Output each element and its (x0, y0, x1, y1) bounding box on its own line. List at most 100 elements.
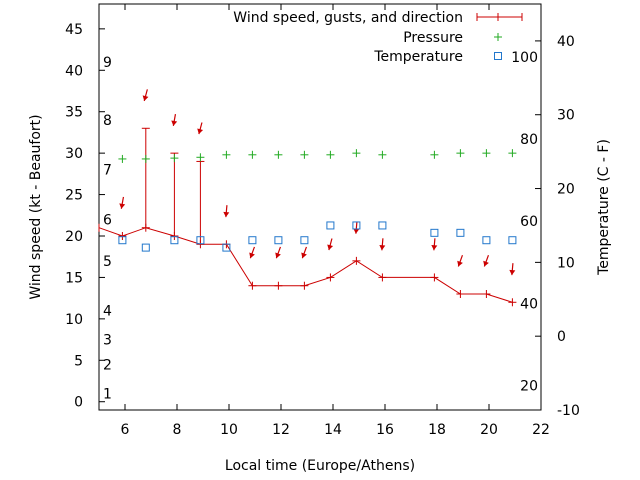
pressure-point (430, 150, 439, 159)
fahrenheit-label: 100 (511, 50, 538, 66)
wind-direction-arrow-head (301, 252, 307, 259)
y-right-axis-title: Temperature (C - F) (596, 139, 612, 276)
x-tick-label: 8 (173, 422, 182, 438)
y-left-tick-label: 20 (65, 229, 83, 245)
y-right-tick-label: 30 (557, 108, 575, 124)
wind-direction-arrow-head (223, 211, 230, 218)
axis-ticks (99, 4, 542, 411)
beaufort-label: 9 (103, 55, 112, 71)
x-tick-label: 6 (121, 422, 130, 438)
plot-frame (98, 3, 542, 411)
wind-direction-arrow-head (379, 245, 386, 251)
temperature-point (248, 236, 257, 245)
temperature-point (482, 236, 491, 245)
legend-label: Temperature (373, 49, 463, 65)
temperature-point (352, 221, 361, 230)
wind-direction-arrow-head (483, 260, 489, 267)
y-left-tick-label: 40 (65, 63, 83, 79)
temperature-point (196, 236, 205, 245)
legend-temperature-sample (494, 52, 502, 60)
fahrenheit-label: 20 (520, 379, 538, 395)
wind-direction-arrow-head (457, 260, 463, 267)
y-left-tick-label: 5 (74, 353, 83, 369)
wind-direction-arrow-head (275, 252, 281, 259)
wind-direction-arrow (275, 246, 282, 259)
y-left-tick-label: 10 (65, 312, 83, 328)
x-axis-title: Local time (Europe/Athens) (225, 458, 415, 474)
x-tick-label: 12 (272, 422, 290, 438)
beaufort-label: 6 (103, 212, 112, 228)
pressure-point (508, 149, 517, 158)
wind-direction-arrow-head (197, 128, 204, 135)
wind-direction-arrow-head (142, 95, 149, 101)
temperature-point (118, 236, 127, 245)
pressure-point (326, 150, 335, 159)
legend: Wind speed, gusts, and direction Pressure… (233, 10, 523, 65)
wind-direction-arrow (457, 255, 464, 267)
wind-speed-line (98, 227, 513, 303)
beaufort-label: 5 (103, 254, 112, 270)
beaufort-label: 8 (103, 113, 112, 129)
temperature-point (326, 221, 335, 230)
wind-direction-arrow-head (353, 228, 360, 234)
y-right-tick-label: -10 (557, 403, 580, 419)
fahrenheit-label: 60 (520, 214, 538, 230)
legend-label: Wind speed, gusts, and direction (233, 10, 463, 26)
x-tick-label: 16 (376, 422, 394, 438)
y-left-tick-label: 45 (65, 22, 83, 38)
wind-direction-arrow-head (249, 252, 255, 259)
y-left-axis-title: Wind speed (kt - Beaufort) (28, 114, 44, 299)
wind-direction-arrow (379, 238, 386, 251)
pressure-point (222, 150, 231, 159)
y-left-tick-label: 0 (74, 395, 83, 411)
y-left-tick-label: 15 (65, 270, 83, 286)
temperature-point (170, 236, 179, 245)
temperature-point (141, 243, 150, 252)
wind-direction-arrow (353, 221, 360, 234)
pressure-point (300, 150, 309, 159)
temperature-point (456, 228, 465, 237)
pressure-point (248, 150, 257, 159)
x-tick-label: 20 (480, 422, 498, 438)
pressure-point (196, 153, 205, 162)
legend-label: Pressure (403, 30, 463, 46)
y-left-tick-label: 25 (65, 188, 83, 204)
wind-direction-arrow (327, 238, 334, 251)
wind-direction-arrow (483, 255, 490, 267)
wind-direction-arrow (142, 89, 149, 102)
beaufort-label: 4 (103, 304, 112, 320)
wind-direction-arrow-head (327, 244, 334, 251)
wind-direction-arrow (197, 122, 204, 135)
temperature-point (378, 221, 387, 230)
wind-direction-arrow (509, 263, 516, 276)
x-tick-label: 18 (428, 422, 446, 438)
beaufort-label: 2 (103, 357, 112, 373)
x-tick-label: 10 (220, 422, 238, 438)
axis-labels: 6 8 10 12 14 16 18 20 22051015202530354045-10010… (28, 22, 612, 474)
y-right-tick-label: 10 (557, 255, 575, 271)
wind-direction-arrow-head (119, 203, 126, 209)
fahrenheit-label: 80 (520, 132, 538, 148)
wind-direction-arrow (249, 246, 256, 259)
series-layer (98, 89, 517, 307)
wind-direction-arrow (171, 113, 178, 127)
y-left-tick-label: 30 (65, 146, 83, 162)
y-right-tick-label: 0 (557, 329, 566, 345)
pressure-point (274, 150, 283, 159)
pressure-point (170, 154, 179, 163)
pressure-point (482, 149, 491, 158)
y-right-tick-label: 40 (557, 34, 575, 50)
temperature-point (222, 243, 231, 252)
x-tick-label: 14 (324, 422, 342, 438)
pressure-point (118, 154, 127, 163)
y-left-tick-label: 35 (65, 105, 83, 121)
temperature-point (300, 236, 309, 245)
beaufort-label: 7 (103, 163, 112, 179)
beaufort-label: 1 (103, 386, 112, 402)
temperature-point (508, 236, 517, 245)
fahrenheit-label: 40 (520, 297, 538, 313)
y-right-tick-label: 20 (557, 182, 575, 198)
pressure-point (352, 149, 361, 158)
wind-direction-arrow-head (431, 245, 438, 251)
wind-direction-arrow (119, 196, 126, 209)
